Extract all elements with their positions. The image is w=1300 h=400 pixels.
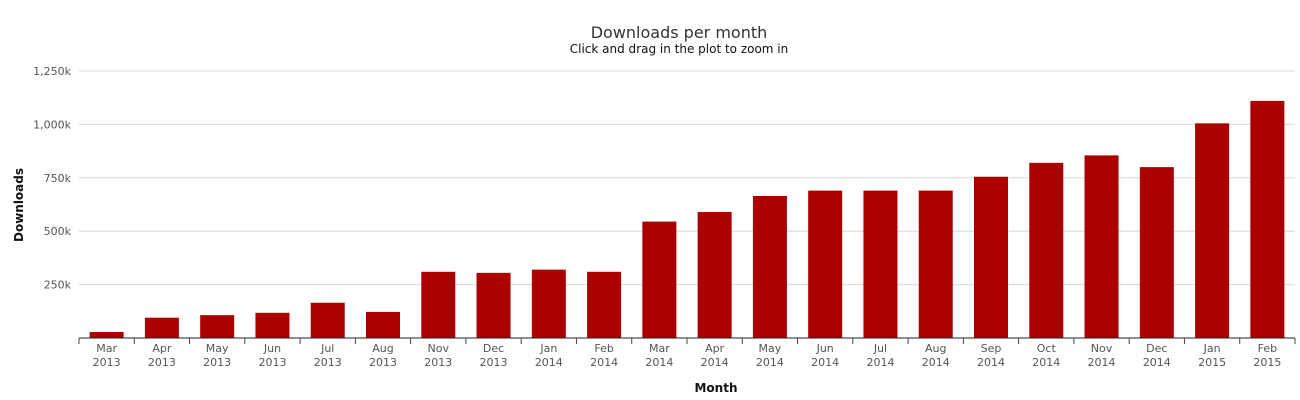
- x-axis: [78, 337, 1296, 344]
- bar[interactable]: [808, 190, 843, 338]
- bar[interactable]: [144, 317, 179, 338]
- bar[interactable]: [1029, 162, 1064, 338]
- bar[interactable]: [863, 190, 898, 338]
- x-axis-ticks: Mar 2013 Apr 2013 May 2013 Jun 2013 Jul 2013 Aug 20…: [93, 342, 1282, 369]
- bars: [89, 100, 1285, 339]
- chart-title: Downloads per month: [591, 23, 768, 42]
- x-tick-label: Jul 2014: [866, 342, 894, 369]
- x-tick-label: Jan 2014: [535, 342, 563, 369]
- y-axis-ticks: 250k 500k 750k 1,000k 1,250k: [33, 65, 71, 292]
- x-tick-label: Feb 2014: [590, 342, 618, 369]
- bar[interactable]: [200, 315, 235, 338]
- x-tick-label: Nov 2014: [1088, 342, 1116, 369]
- bar[interactable]: [1084, 155, 1119, 338]
- x-tick-label: Oct 2014: [1032, 342, 1060, 369]
- bar[interactable]: [1250, 100, 1285, 339]
- bar[interactable]: [697, 211, 732, 338]
- bar[interactable]: [89, 332, 124, 338]
- x-tick-label: Jul 2013: [314, 342, 342, 369]
- x-tick-label: Mar 2013: [93, 342, 121, 369]
- x-tick-label: Dec 2013: [480, 342, 508, 369]
- bar[interactable]: [366, 311, 400, 338]
- bar[interactable]: [1195, 123, 1230, 338]
- x-tick-label: Aug 2014: [922, 342, 950, 369]
- x-tick-label: Jun 2014: [811, 342, 839, 369]
- x-tick-label: Mar 2014: [645, 342, 673, 369]
- x-axis-title: Month: [694, 381, 737, 395]
- x-tick-label: Jun 2013: [258, 342, 286, 369]
- bar[interactable]: [531, 269, 566, 338]
- bar[interactable]: [642, 221, 677, 338]
- x-tick-label: May 2014: [756, 342, 784, 369]
- x-tick-label: Apr 2013: [148, 342, 176, 369]
- y-axis-title: Downloads: [12, 168, 26, 242]
- bar[interactable]: [310, 302, 345, 338]
- bar[interactable]: [587, 271, 622, 338]
- x-tick-label: May 2013: [203, 342, 231, 369]
- y-tick-label: 250k: [44, 279, 72, 292]
- bar[interactable]: [974, 176, 1008, 338]
- bar[interactable]: [752, 195, 787, 338]
- chart-subtitle: Click and drag in the plot to zoom in: [570, 42, 789, 56]
- x-tick-label: Dec 2014: [1143, 342, 1171, 369]
- x-tick-label: Aug 2013: [369, 342, 397, 369]
- y-tick-label: 500k: [44, 225, 72, 238]
- bar[interactable]: [255, 312, 290, 338]
- bar[interactable]: [918, 190, 953, 338]
- y-tick-label: 1,250k: [33, 65, 71, 78]
- x-tick-label: Sep 2014: [977, 342, 1005, 369]
- x-tick-label: Feb 2015: [1253, 342, 1281, 369]
- y-tick-label: 750k: [44, 172, 72, 185]
- x-tick-label: Nov 2013: [424, 342, 452, 369]
- x-tick-label: Apr 2014: [701, 342, 729, 369]
- y-tick-label: 1,000k: [33, 118, 71, 131]
- bar[interactable]: [421, 271, 456, 338]
- bar[interactable]: [1139, 167, 1174, 338]
- bar[interactable]: [476, 272, 511, 338]
- x-tick-label: Jan 2015: [1198, 342, 1226, 369]
